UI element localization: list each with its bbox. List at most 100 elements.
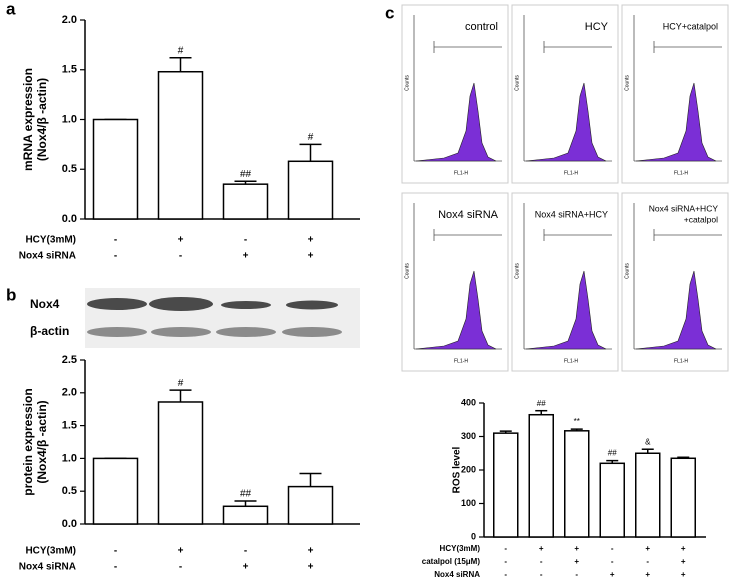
flow-histogram — [525, 270, 607, 350]
y-axis-label: protein expression — [21, 388, 35, 495]
y-tick-label: 0.5 — [62, 163, 77, 175]
bar — [157, 401, 204, 525]
y-tick-label: 0.5 — [62, 485, 77, 497]
condition-sign: + — [308, 562, 314, 573]
flow-y-label: Counts — [404, 75, 410, 91]
flow-label: HCY+catalpol — [663, 21, 718, 31]
flow-frame — [401, 4, 509, 184]
flow-y-label: Counts — [624, 75, 630, 91]
y-tick-label: 2.0 — [62, 387, 77, 399]
condition-label: HCY(3mM) — [25, 546, 76, 557]
flow-x-label: FL1-H — [564, 170, 578, 176]
condition-sign: + — [308, 546, 314, 557]
flow-x-label: FL1-H — [674, 170, 688, 176]
y-axis-label: (Nox4/β -actin) — [35, 400, 49, 483]
condition-sign: + — [681, 570, 686, 579]
y-tick-label: 2.5 — [62, 354, 77, 366]
flow-frame — [511, 4, 619, 184]
blot-label: Nox4 — [30, 297, 60, 311]
bar — [222, 183, 269, 220]
condition-label: catalpol (15μM) — [422, 557, 481, 566]
condition-sign: + — [610, 570, 615, 579]
condition-sign: - — [179, 251, 182, 262]
bar — [599, 462, 625, 538]
flow-frame — [621, 192, 729, 372]
condition-sign: - — [114, 546, 117, 557]
y-tick-label: 0.0 — [62, 518, 77, 530]
flow-label: Nox4 siRNA — [438, 209, 499, 221]
condition-sign: - — [114, 562, 117, 573]
bar — [670, 457, 696, 538]
flow-histogram — [525, 82, 607, 162]
condition-sign: - — [540, 570, 543, 579]
flow-label: HCY — [585, 21, 609, 33]
y-tick-label: 400 — [461, 397, 476, 407]
flow-y-label: Counts — [514, 263, 520, 279]
flow-y-label: Counts — [404, 263, 410, 279]
flow-label: +catalpol — [684, 214, 718, 224]
condition-label: Nox4 siRNA — [434, 570, 480, 579]
condition-sign: + — [308, 235, 314, 246]
y-axis-label: (Nox4/β -actin) — [35, 78, 49, 161]
condition-sign: - — [244, 235, 247, 246]
flow-frame — [401, 192, 509, 372]
condition-label: HCY(3mM) — [440, 544, 481, 553]
condition-sign: - — [179, 562, 182, 573]
bar — [157, 70, 204, 220]
condition-sign: + — [574, 557, 579, 566]
y-tick-label: 300 — [461, 431, 476, 441]
bar — [564, 430, 590, 538]
significance-mark: & — [645, 437, 651, 446]
blot-background — [85, 288, 360, 348]
bar — [222, 505, 269, 525]
condition-sign: + — [645, 570, 650, 579]
y-tick-label: 1.5 — [62, 64, 77, 76]
condition-sign: + — [243, 562, 249, 573]
flow-frame — [621, 4, 729, 184]
significance-mark: # — [178, 378, 184, 389]
panel-label: b — [6, 285, 16, 304]
flow-label: Nox4 siRNA+HCY — [535, 209, 608, 219]
condition-sign: - — [575, 570, 578, 579]
flow-x-label: FL1-H — [454, 358, 468, 364]
y-tick-label: 1.5 — [62, 420, 77, 432]
flow-label: control — [465, 21, 498, 33]
significance-mark: ** — [574, 417, 580, 426]
condition-sign: + — [178, 235, 184, 246]
y-tick-label: 2.0 — [62, 14, 77, 26]
condition-sign: - — [244, 546, 247, 557]
condition-sign: + — [681, 557, 686, 566]
panel-label: a — [6, 0, 16, 18]
y-tick-label: 1.0 — [62, 452, 77, 464]
bar — [92, 457, 139, 525]
bar — [528, 413, 554, 538]
flow-histogram — [415, 82, 497, 162]
y-tick-label: 200 — [461, 464, 476, 474]
condition-label: HCY(3mM) — [25, 235, 76, 246]
panel-label: c — [385, 3, 394, 22]
y-tick-label: 100 — [461, 498, 476, 508]
condition-sign: - — [611, 544, 614, 553]
condition-label: Nox4 siRNA — [19, 251, 76, 262]
condition-sign: + — [574, 544, 579, 553]
flow-y-label: Counts — [624, 263, 630, 279]
condition-label: Nox4 siRNA — [19, 562, 76, 573]
condition-sign: + — [645, 544, 650, 553]
condition-sign: - — [114, 235, 117, 246]
y-tick-label: 1.0 — [62, 113, 77, 125]
flow-histogram — [635, 270, 717, 350]
condition-sign: - — [611, 557, 614, 566]
flow-frame — [511, 192, 619, 372]
significance-mark: ## — [240, 489, 252, 500]
y-axis-label: mRNA expression — [21, 68, 35, 171]
condition-sign: - — [114, 251, 117, 262]
significance-mark: ## — [240, 169, 252, 180]
blot-bands — [87, 297, 342, 337]
flow-x-label: FL1-H — [564, 358, 578, 364]
condition-sign: + — [308, 251, 314, 262]
flow-x-label: FL1-H — [674, 358, 688, 364]
flow-histogram — [415, 270, 497, 350]
condition-sign: - — [504, 544, 507, 553]
condition-sign: - — [540, 557, 543, 566]
